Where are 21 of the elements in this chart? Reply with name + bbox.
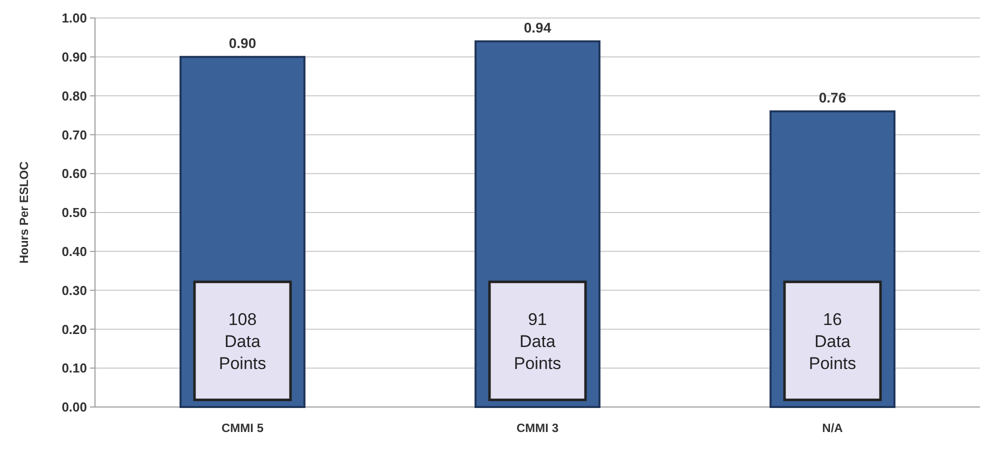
data-label: 0.76 <box>818 89 846 106</box>
y-tick-label: 0.30 <box>62 282 87 298</box>
y-tick-label: 0.40 <box>62 244 87 259</box>
annotation: 108 Data Points <box>218 310 266 373</box>
y-tick-label: 0.10 <box>62 360 87 376</box>
annotation: 91 Data Points <box>514 310 562 373</box>
y-tick-label: 0.90 <box>62 49 87 64</box>
y-tick-label: 0.00 <box>62 400 87 415</box>
data-label: 0.94 <box>524 19 552 36</box>
x-tick-label: CMMI 3 <box>516 421 559 435</box>
y-tick-label: 1.00 <box>62 10 87 26</box>
y-tick-label: 0.80 <box>62 88 87 104</box>
x-tick-label: N/A <box>822 421 844 435</box>
y-tick-label: 0.60 <box>62 166 87 182</box>
y-axis-title: Hours Per ESLOC <box>17 161 31 264</box>
annotation: 16 Data Points <box>808 310 856 373</box>
y-tick-label: 0.50 <box>62 205 87 220</box>
y-tick-label: 0.70 <box>62 127 87 142</box>
y-tick-label: 0.20 <box>62 322 87 337</box>
data-label: 0.90 <box>228 34 256 51</box>
x-tick-label: CMMI 5 <box>222 421 264 435</box>
